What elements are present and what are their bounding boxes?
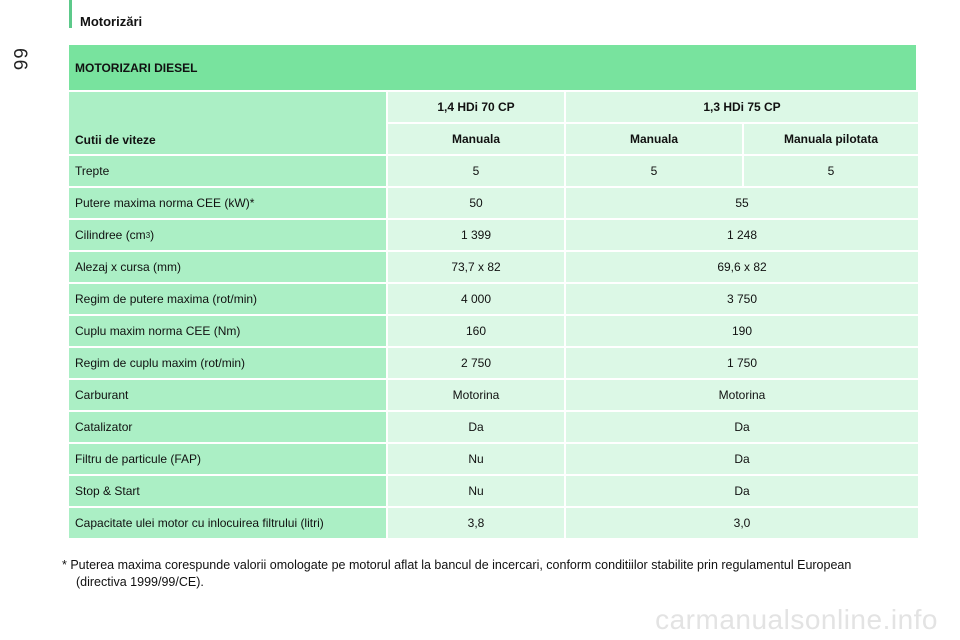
table-cell: Da [566, 476, 918, 506]
table-cell: 5 [388, 156, 564, 186]
table-cell: 1 248 [566, 220, 918, 250]
table-row: Cilindree (cm 3) 1 399 1 248 [69, 220, 918, 250]
row-label-text: Cilindree (cm [75, 228, 146, 242]
table-cell: 50 [388, 188, 564, 218]
table-cell: 55 [566, 188, 918, 218]
table-row: Regim de cuplu maxim (rot/min) 2 750 1 7… [69, 348, 918, 378]
table-header: Cutii de viteze 1,4 HDi 70 CP 1,3 HDi 75… [69, 92, 918, 154]
row-label: Cuplu maxim norma CEE (Nm) [69, 316, 386, 346]
row-label: Alezaj x cursa (mm) [69, 252, 386, 282]
table-cell: 5 [566, 156, 742, 186]
table-row: Filtru de particule (FAP) Nu Da [69, 444, 918, 474]
table-cell: Nu [388, 444, 564, 474]
superscript: 3 [145, 230, 151, 240]
row-label: Capacitate ulei motor cu inlocuirea filt… [69, 508, 386, 538]
table-row: Stop & Start Nu Da [69, 476, 918, 506]
table-cell: Nu [388, 476, 564, 506]
table-cell: 1 750 [566, 348, 918, 378]
gearbox-label: Cutii de viteze [69, 92, 386, 154]
gearbox-column-header: Manuala [388, 124, 564, 154]
table-cell: Motorina [388, 380, 564, 410]
watermark: carmanualsonline.info [655, 604, 938, 635]
table-title: MOTORIZARI DIESEL [69, 45, 916, 90]
table-cell: 190 [566, 316, 918, 346]
gearbox-column-header: Manuala pilotata [744, 124, 918, 154]
row-label: Cilindree (cm 3) [69, 220, 386, 250]
engine-column-header: 1,4 HDi 70 CP [388, 92, 564, 122]
footnote-continuation: (directiva 1999/99/CE). [76, 575, 204, 589]
row-label: Catalizator [69, 412, 386, 442]
row-label: Putere maxima norma CEE (kW)* [69, 188, 386, 218]
table-cell: 1 399 [388, 220, 564, 250]
table-cell: 3 750 [566, 284, 918, 314]
table-cell: 3,0 [566, 508, 918, 538]
gearbox-column-header: Manuala [566, 124, 742, 154]
row-label: Stop & Start [69, 476, 386, 506]
engine-column-header: 1,3 HDi 75 CP [566, 92, 918, 122]
table-cell: Da [566, 444, 918, 474]
footnote-marker: * [62, 558, 67, 572]
table-cell: Motorina [566, 380, 918, 410]
table-cell: Da [566, 412, 918, 442]
section-accent-bar [69, 0, 72, 28]
table-row: Putere maxima norma CEE (kW)* 50 55 [69, 188, 918, 218]
footnote: * Puterea maxima corespunde valorii omol… [62, 557, 922, 591]
table-row: Cuplu maxim norma CEE (Nm) 160 190 [69, 316, 918, 346]
footnote-text: Puterea maxima corespunde valorii omolog… [66, 558, 852, 572]
table-cell: 2 750 [388, 348, 564, 378]
table-row: Trepte 5 5 5 [69, 156, 918, 186]
table-cell: 5 [744, 156, 918, 186]
table-row: Capacitate ulei motor cu inlocuirea filt… [69, 508, 918, 538]
table-row: Regim de putere maxima (rot/min) 4 000 3… [69, 284, 918, 314]
row-label: Filtru de particule (FAP) [69, 444, 386, 474]
table-cell: 160 [388, 316, 564, 346]
table-cell: 4 000 [388, 284, 564, 314]
table-row: Carburant Motorina Motorina [69, 380, 918, 410]
table-row: Catalizator Da Da [69, 412, 918, 442]
table-cell: Da [388, 412, 564, 442]
row-label: Regim de cuplu maxim (rot/min) [69, 348, 386, 378]
specs-table: MOTORIZARI DIESEL Cutii de viteze 1,4 HD… [69, 45, 918, 540]
table-cell: 73,7 x 82 [388, 252, 564, 282]
table-row: Alezaj x cursa (mm) 73,7 x 82 69,6 x 82 [69, 252, 918, 282]
row-label: Regim de putere maxima (rot/min) [69, 284, 386, 314]
table-cell: 69,6 x 82 [566, 252, 918, 282]
section-header: Motorizări [80, 14, 143, 29]
row-label: Carburant [69, 380, 386, 410]
row-label: Trepte [69, 156, 386, 186]
row-label-end: ) [150, 228, 155, 242]
page-number: 66 [9, 48, 30, 72]
table-cell: 3,8 [388, 508, 564, 538]
